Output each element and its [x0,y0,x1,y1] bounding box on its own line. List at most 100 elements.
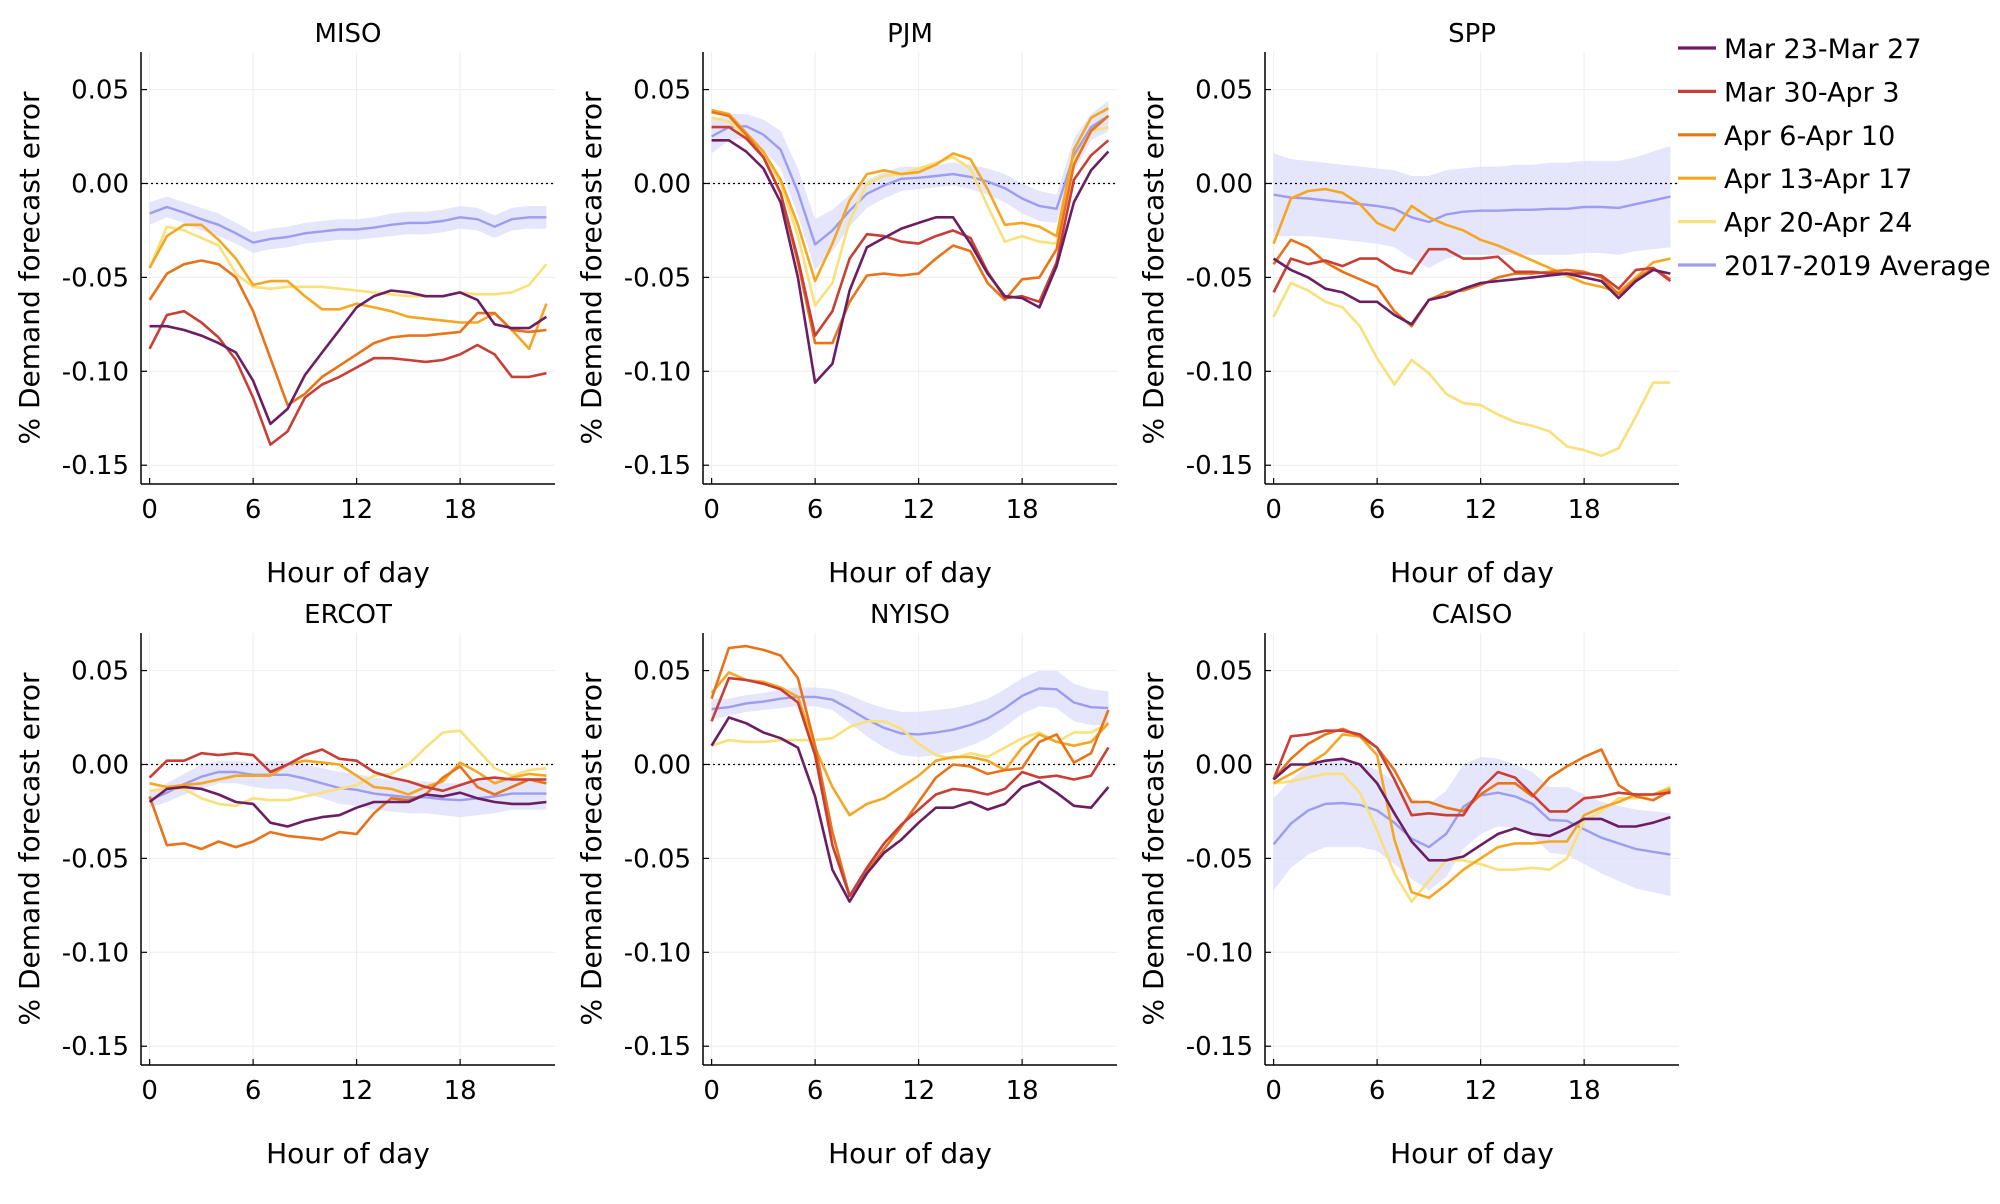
x-axis-label: Hour of day [266,1137,430,1170]
y-axis-label: % Demand forecast error [1137,672,1170,1026]
x-tick-label: 0 [1265,1076,1282,1106]
series-line-2017-2019-average [1273,193,1671,224]
x-tick-label: 12 [340,1076,373,1106]
panel-title: NYISO [870,600,950,630]
panel-title: CAISO [1432,600,1513,630]
y-tick-label: -0.05 [62,263,129,293]
legend-label-mar-23-mar-27: Mar 23-Mar 27 [1724,34,1922,65]
y-tick-label: -0.15 [1186,1032,1253,1062]
series-line-mar-30-apr-3 [1272,247,1672,293]
y-tick-label: -0.15 [62,1032,129,1062]
x-tick-label: 18 [444,1076,477,1106]
series-line-apr-13-apr-17 [1272,187,1671,294]
series-line-apr-6-apr-10 [710,644,1110,898]
legend: Mar 23-Mar 27 Mar 30-Apr 3 Apr 6-Apr 10 Apr… [1678,34,1991,282]
x-tick-label: 6 [1369,495,1386,525]
x-tick-label: 12 [1464,495,1497,525]
y-tick-label: -0.15 [62,451,129,481]
y-tick-label: -0.15 [1186,451,1253,481]
y-tick-label: -0.10 [62,357,129,387]
series-line-mar-30-apr-3 [148,748,547,793]
y-tick-label: -0.05 [624,844,691,874]
y-tick-label: 0.05 [71,657,129,687]
y-axis-label: % Demand forecast error [1137,91,1170,445]
x-tick-label: 18 [1006,495,1039,525]
y-tick-label: 0.00 [1195,750,1253,780]
series-line-mar-30-apr-3 [710,676,1110,898]
panel-title: PJM [887,19,933,49]
legend-label-apr-13-apr-17: Apr 13-Apr 17 [1724,164,1912,195]
x-tick-label: 18 [1568,1076,1601,1106]
series-line-mar-23-mar-27 [148,785,547,828]
legend-label-mar-30-apr-3: Mar 30-Apr 3 [1724,77,1900,108]
x-tick-label: 18 [444,495,477,525]
x-axis-label: Hour of day [828,1137,992,1170]
y-axis-label: % Demand forecast error [575,91,608,445]
series-line-apr-6-apr-10 [148,259,547,407]
x-tick-label: 0 [703,495,720,525]
y-tick-label: -0.10 [62,938,129,968]
x-tick-label: 18 [1568,495,1601,525]
panel-spp: 0 6 12 18 -0.15 -0.10 -0.05 0.00 0.05 Hour of day… [1137,19,1679,589]
y-tick-label: 0.00 [633,750,691,780]
series-line-apr-13-apr-17 [148,223,548,351]
x-axis-label: Hour of day [266,556,430,589]
x-axis-label: Hour of day [1390,1137,1554,1170]
y-axis-label: % Demand forecast error [575,672,608,1026]
panel-title: MISO [314,19,381,49]
x-tick-label: 12 [1464,1076,1497,1106]
x-tick-label: 6 [1369,1076,1386,1106]
series-line-mar-30-apr-3 [711,125,1110,337]
confidence-band [1273,757,1671,896]
y-tick-label: 0.05 [1195,657,1253,687]
y-tick-label: -0.10 [1186,357,1253,387]
x-tick-label: 12 [340,495,373,525]
x-tick-label: 0 [1265,495,1282,525]
legend-label-apr-20-apr-24: Apr 20-Apr 24 [1724,208,1912,239]
x-tick-label: 12 [902,495,935,525]
y-tick-label: -0.10 [1186,938,1253,968]
series-line-apr-13-apr-17 [1272,733,1671,900]
series-line-mar-30-apr-3 [1272,729,1671,817]
x-tick-label: 0 [703,1076,720,1106]
series-line-apr-20-apr-24 [711,116,1109,307]
y-tick-label: 0.00 [71,750,129,780]
y-tick-label: 0.00 [1195,169,1253,199]
panel-miso: 0 6 12 18 -0.15 -0.10 -0.05 0.00 0.05 Hour of day… [13,19,555,589]
y-tick-label: -0.05 [1186,263,1253,293]
panel-title: ERCOT [304,600,392,630]
y-tick-label: 0.05 [633,76,691,106]
y-tick-label: 0.05 [1195,76,1253,106]
x-tick-label: 12 [902,1076,935,1106]
confidence-band [149,196,547,253]
y-tick-label: -0.05 [624,263,691,293]
y-tick-label: -0.15 [624,1032,691,1062]
series-line-2017-2019-average [711,687,1109,736]
series-line-mar-23-mar-27 [1272,257,1671,326]
series-line-apr-20-apr-24 [149,729,547,808]
panel-nyiso: 0 6 12 18 -0.15 -0.10 -0.05 0.00 0.05 Hour of day… [575,600,1117,1170]
panel-title: SPP [1448,19,1496,49]
y-tick-label: 0.00 [633,169,691,199]
confidence-band [1273,145,1671,268]
x-tick-label: 0 [141,495,158,525]
legend-label-apr-6-apr-10: Apr 6-Apr 10 [1724,121,1895,152]
x-tick-label: 6 [245,1076,262,1106]
x-tick-label: 18 [1006,1076,1039,1106]
y-tick-label: -0.15 [624,451,691,481]
y-axis-label: % Demand forecast error [13,91,46,445]
confidence-band [711,670,1109,757]
y-tick-label: -0.10 [624,938,691,968]
series-line-apr-6-apr-10 [148,765,547,851]
panel-caiso: 0 6 12 18 -0.15 -0.10 -0.05 0.00 0.05 Hour of day… [1137,600,1679,1170]
series-line-apr-6-apr-10 [1272,238,1672,328]
x-tick-label: 6 [807,495,824,525]
y-axis-label: % Demand forecast error [13,672,46,1026]
y-tick-label: -0.10 [624,357,691,387]
series-line-apr-13-apr-17 [711,107,1110,283]
x-tick-label: 6 [807,1076,824,1106]
y-tick-label: 0.05 [71,76,129,106]
series-line-apr-20-apr-24 [711,719,1110,761]
x-tick-label: 6 [245,495,262,525]
